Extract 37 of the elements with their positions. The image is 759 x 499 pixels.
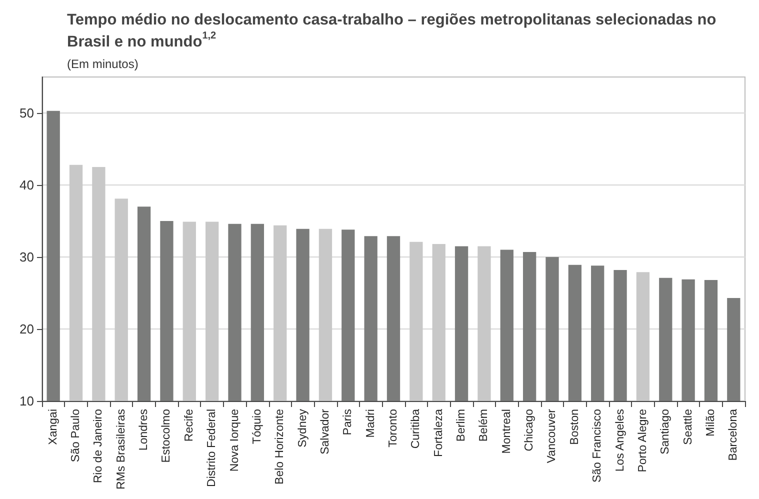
x-tick-label: Toronto [388, 409, 400, 448]
x-tick-label: Berlim [456, 409, 468, 442]
x-tick-label: Milão [704, 409, 717, 436]
x-tick-label: Boston [568, 409, 581, 445]
x-tick-label: Los Angeles [614, 408, 626, 472]
y-tick-label: 40 [20, 178, 34, 192]
x-tick-label: Londres [138, 408, 150, 451]
x-tick-label: Porto Alegre [636, 409, 649, 472]
x-tick-label: Estocolmo [160, 409, 173, 463]
chart-subtitle: (Em minutos) [67, 57, 138, 71]
x-tick-label: Montreal [500, 409, 513, 454]
x-tick-label: Xangai [47, 409, 60, 445]
y-tick-label: 20 [20, 322, 34, 336]
x-tick-label: Belo Horizonte [274, 409, 286, 484]
x-tick-label: Madri [364, 409, 377, 438]
x-tick-label: Fortaleza [432, 408, 445, 457]
x-tick-label: Nova Iorque [228, 409, 241, 472]
x-tick-label: Seattle [682, 409, 694, 445]
x-tick-label: Rio de Janeiro [92, 409, 105, 484]
y-tick-label: 10 [20, 394, 34, 408]
x-tick-label: RMs Brasileiras [115, 408, 128, 490]
x-tick-label: Santiago [660, 409, 672, 454]
x-tick-label: Sydney [296, 408, 309, 448]
y-tick-label: 30 [20, 250, 34, 264]
x-tick-label: São Paulo [70, 409, 82, 462]
x-tick-label: Recife [183, 409, 196, 442]
x-tick-label: São Francisco [592, 409, 604, 483]
x-tick-label: Tóquio [251, 409, 264, 444]
x-tick-label: Chicago [524, 409, 536, 452]
x-tick-label: Barcelona [728, 408, 740, 461]
x-tick-label: Salvador [319, 408, 332, 454]
y-tick-label: 50 [20, 106, 34, 120]
x-tick-label: Distrito Federal [206, 409, 218, 487]
x-tick-label: Belém [478, 409, 490, 442]
x-tick-label: Vancouver [546, 408, 558, 464]
x-tick-label: Paris [342, 408, 354, 436]
x-tick-label: Curitiba [410, 408, 422, 449]
